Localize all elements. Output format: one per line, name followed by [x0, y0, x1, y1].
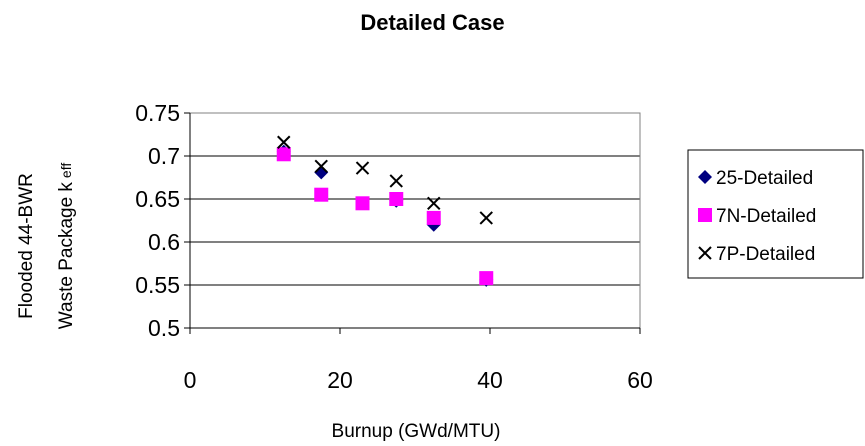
x-tick-label: 40: [477, 367, 503, 393]
x-axis-label: Burnup (GWd/MTU): [332, 421, 501, 442]
marker-stroke: [277, 135, 291, 149]
marker-stroke: [479, 211, 493, 225]
legend-entry-7p-detailed: 7P-Detailed: [698, 244, 815, 265]
legend-entry-7n-detailed: 7N-Detailed: [698, 206, 816, 227]
legend-label-25-detailed: 25-Detailed: [716, 168, 813, 189]
data-point-7n-detailed: [314, 187, 329, 202]
data-point-7n-detailed: [479, 271, 494, 286]
y-tick-label: 0.75: [135, 100, 180, 126]
y-tick-label: 0.55: [135, 272, 180, 298]
data-point-7p-detailed: [479, 211, 493, 225]
x-tick-label: 0: [184, 367, 197, 393]
gridlines: [190, 112, 640, 286]
x-tick-label: 60: [627, 367, 653, 393]
x-tick-label: 20: [327, 367, 353, 393]
marker-stroke: [314, 159, 328, 174]
data-point-7n-detailed: [276, 147, 291, 162]
marker-stroke: [427, 196, 441, 211]
tick-labels: 0.5 0.55 0.6 0.65 0.7 0.75 0 20 40 60: [135, 100, 653, 393]
legend-marker-7p-detailed: [698, 246, 712, 260]
legend-marker-25-detailed: [698, 170, 712, 184]
legend-box: [687, 149, 864, 279]
y-tick-label: 0.7: [148, 143, 180, 169]
legend: 25-Detailed 7N-Detailed 7P-Detailed: [687, 149, 864, 279]
y-axis-label-line2: Waste Package k eff: [56, 163, 77, 330]
y-axis-label-subscript: eff: [58, 163, 74, 178]
data-point-7p-detailed: [277, 135, 291, 149]
data-point-7n-detailed: [355, 196, 370, 211]
axes: [184, 112, 641, 334]
chart-title: Detailed Case: [360, 10, 505, 35]
y-axis-label-line1: Flooded 44-BWR: [16, 173, 37, 319]
series-7n-detailed: [276, 147, 494, 286]
data-point-7p-detailed: [314, 159, 328, 174]
data-point-7n-detailed: [389, 192, 404, 206]
series-7p-detailed: [277, 135, 493, 225]
series-25-detailed: [276, 144, 494, 287]
plot-area: [189, 112, 641, 329]
marker-stroke: [355, 161, 370, 175]
data-marks: [276, 135, 494, 287]
marker-stroke: [698, 246, 712, 260]
data-point-7n-detailed: [426, 210, 441, 225]
data-point-7p-detailed: [427, 196, 441, 211]
marker-stroke: [389, 174, 403, 188]
legend-label-7n-detailed: 7N-Detailed: [716, 206, 816, 227]
y-tick-label: 0.5: [148, 315, 180, 341]
legend-entry-25-detailed: 25-Detailed: [698, 168, 813, 189]
legend-label-7p-detailed: 7P-Detailed: [716, 244, 815, 265]
data-point-7p-detailed: [389, 174, 403, 188]
y-tick-label: 0.65: [135, 186, 180, 212]
y-axis-label-main: Waste Package k: [56, 182, 77, 330]
y-tick-label: 0.6: [148, 229, 180, 255]
legend-marker-7n-detailed: [698, 208, 712, 222]
data-point-7p-detailed: [355, 161, 370, 175]
